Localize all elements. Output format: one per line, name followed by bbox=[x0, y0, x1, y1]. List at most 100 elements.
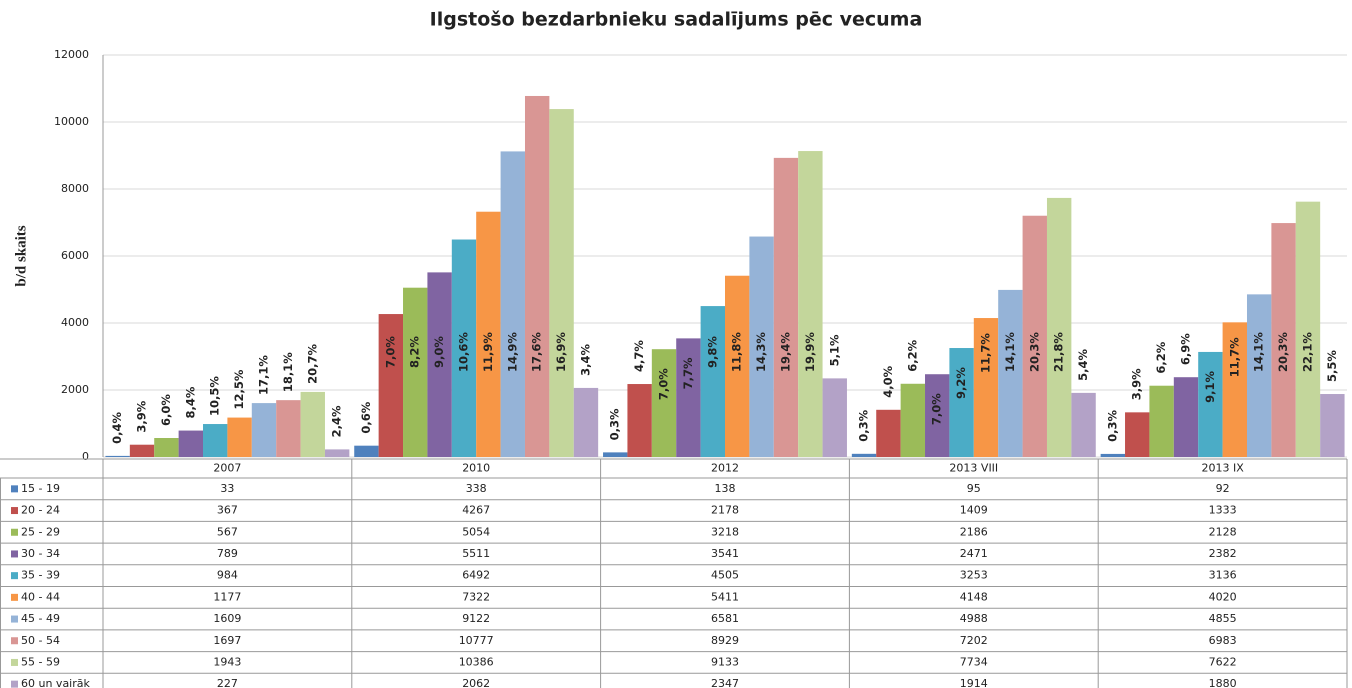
table-value: 7202 bbox=[960, 634, 988, 647]
share-label: 5,4% bbox=[1076, 348, 1090, 380]
legend-swatch bbox=[11, 637, 18, 645]
y-tick-label: 4000 bbox=[61, 316, 89, 329]
share-label: 12,5% bbox=[232, 369, 246, 409]
table-value: 2347 bbox=[711, 677, 739, 688]
bar bbox=[573, 387, 599, 457]
share-label: 0,3% bbox=[1105, 409, 1119, 441]
chart-title: Ilgstošo bezdarbnieku sadalījums pēc vec… bbox=[430, 9, 923, 31]
share-label: 0,3% bbox=[608, 408, 622, 440]
share-label: 6,2% bbox=[1154, 341, 1168, 373]
share-label: 2,4% bbox=[330, 405, 344, 437]
share-label: 10,5% bbox=[208, 376, 222, 416]
y-tick-label: 0 bbox=[82, 450, 89, 463]
bar bbox=[603, 452, 628, 457]
share-label: 20,3% bbox=[1027, 332, 1041, 372]
table-value: 7734 bbox=[960, 655, 988, 668]
legend-label: 55 - 59 bbox=[21, 655, 60, 668]
table-value: 8929 bbox=[711, 634, 739, 647]
share-label: 7,0% bbox=[657, 368, 671, 400]
share-label: 17,1% bbox=[256, 355, 270, 395]
y-tick-label: 10000 bbox=[54, 115, 89, 128]
table-value: 3541 bbox=[711, 547, 739, 560]
share-label: 14,1% bbox=[1003, 332, 1017, 372]
legend-label: 20 - 24 bbox=[21, 504, 60, 517]
bar bbox=[427, 272, 452, 457]
table-value: 5511 bbox=[462, 547, 490, 560]
table-value: 789 bbox=[217, 547, 238, 560]
table-value: 1177 bbox=[213, 590, 241, 603]
legend-swatch bbox=[11, 550, 18, 558]
table-value: 2178 bbox=[711, 504, 739, 517]
table-value: 4148 bbox=[960, 590, 988, 603]
bar bbox=[549, 109, 574, 457]
bar bbox=[973, 318, 999, 457]
legend-swatch bbox=[11, 528, 18, 536]
table-value: 7322 bbox=[462, 590, 490, 603]
share-label: 0,6% bbox=[359, 401, 373, 433]
table-value: 1914 bbox=[960, 677, 988, 688]
table-value: 4988 bbox=[960, 612, 988, 625]
share-label: 14,9% bbox=[505, 332, 519, 372]
table-value: 4855 bbox=[1209, 612, 1237, 625]
bar bbox=[227, 417, 252, 457]
share-label: 8,4% bbox=[183, 386, 197, 418]
share-label: 0,4% bbox=[110, 411, 124, 443]
bar bbox=[1271, 223, 1296, 457]
bar bbox=[1246, 294, 1272, 457]
bar bbox=[773, 157, 799, 458]
table-value: 1880 bbox=[1209, 677, 1237, 688]
x-tick-label: 2013 IX bbox=[1201, 462, 1244, 475]
bar bbox=[451, 239, 477, 457]
table-value: 227 bbox=[217, 677, 238, 688]
bar bbox=[105, 455, 130, 457]
table-value: 138 bbox=[715, 482, 736, 495]
share-label: 11,9% bbox=[481, 332, 495, 372]
table-value: 5411 bbox=[711, 590, 739, 603]
table-value: 1943 bbox=[213, 655, 241, 668]
bar bbox=[1149, 385, 1174, 457]
share-label: 7,7% bbox=[681, 357, 695, 389]
share-label: 6,0% bbox=[159, 394, 173, 426]
share-label: 9,0% bbox=[432, 336, 446, 368]
table-value: 2186 bbox=[960, 525, 988, 538]
table-value: 2382 bbox=[1209, 547, 1237, 560]
bar bbox=[1071, 392, 1096, 457]
x-tick-label: 2012 bbox=[711, 462, 739, 475]
bar bbox=[1173, 377, 1199, 457]
table-value: 95 bbox=[967, 482, 981, 495]
bar bbox=[1125, 412, 1150, 457]
share-label: 6,2% bbox=[905, 339, 919, 371]
table-value: 6983 bbox=[1209, 634, 1237, 647]
share-label: 20,3% bbox=[1276, 332, 1290, 372]
bar bbox=[1198, 351, 1223, 457]
legend-swatch bbox=[11, 507, 18, 515]
share-label: 3,9% bbox=[135, 400, 149, 432]
bar bbox=[998, 289, 1023, 457]
share-label: 14,1% bbox=[1252, 332, 1266, 372]
share-label: 20,7% bbox=[305, 343, 319, 383]
bar bbox=[1222, 322, 1247, 457]
y-tick-label: 6000 bbox=[61, 249, 89, 262]
legend-swatch bbox=[11, 593, 18, 601]
y-tick-label: 2000 bbox=[61, 383, 89, 396]
table-value: 984 bbox=[217, 569, 238, 582]
table-value: 33 bbox=[220, 482, 234, 495]
bar bbox=[627, 384, 652, 457]
share-label: 7,0% bbox=[930, 393, 944, 425]
share-label: 19,9% bbox=[803, 332, 817, 372]
bar bbox=[725, 275, 750, 457]
table-value: 2471 bbox=[960, 547, 988, 560]
bar bbox=[822, 378, 847, 457]
legend-label: 45 - 49 bbox=[21, 612, 60, 625]
bar bbox=[203, 424, 228, 457]
table-value: 9133 bbox=[711, 655, 739, 668]
bar bbox=[876, 409, 901, 457]
legend-label: 35 - 39 bbox=[21, 569, 60, 582]
bar bbox=[524, 95, 550, 458]
table-value: 2062 bbox=[462, 677, 490, 688]
y-tick-label: 8000 bbox=[61, 182, 89, 195]
bar bbox=[949, 348, 974, 457]
x-tick-label: 2013 VIII bbox=[949, 462, 998, 475]
bar bbox=[500, 151, 525, 457]
share-label: 9,1% bbox=[1203, 371, 1217, 403]
